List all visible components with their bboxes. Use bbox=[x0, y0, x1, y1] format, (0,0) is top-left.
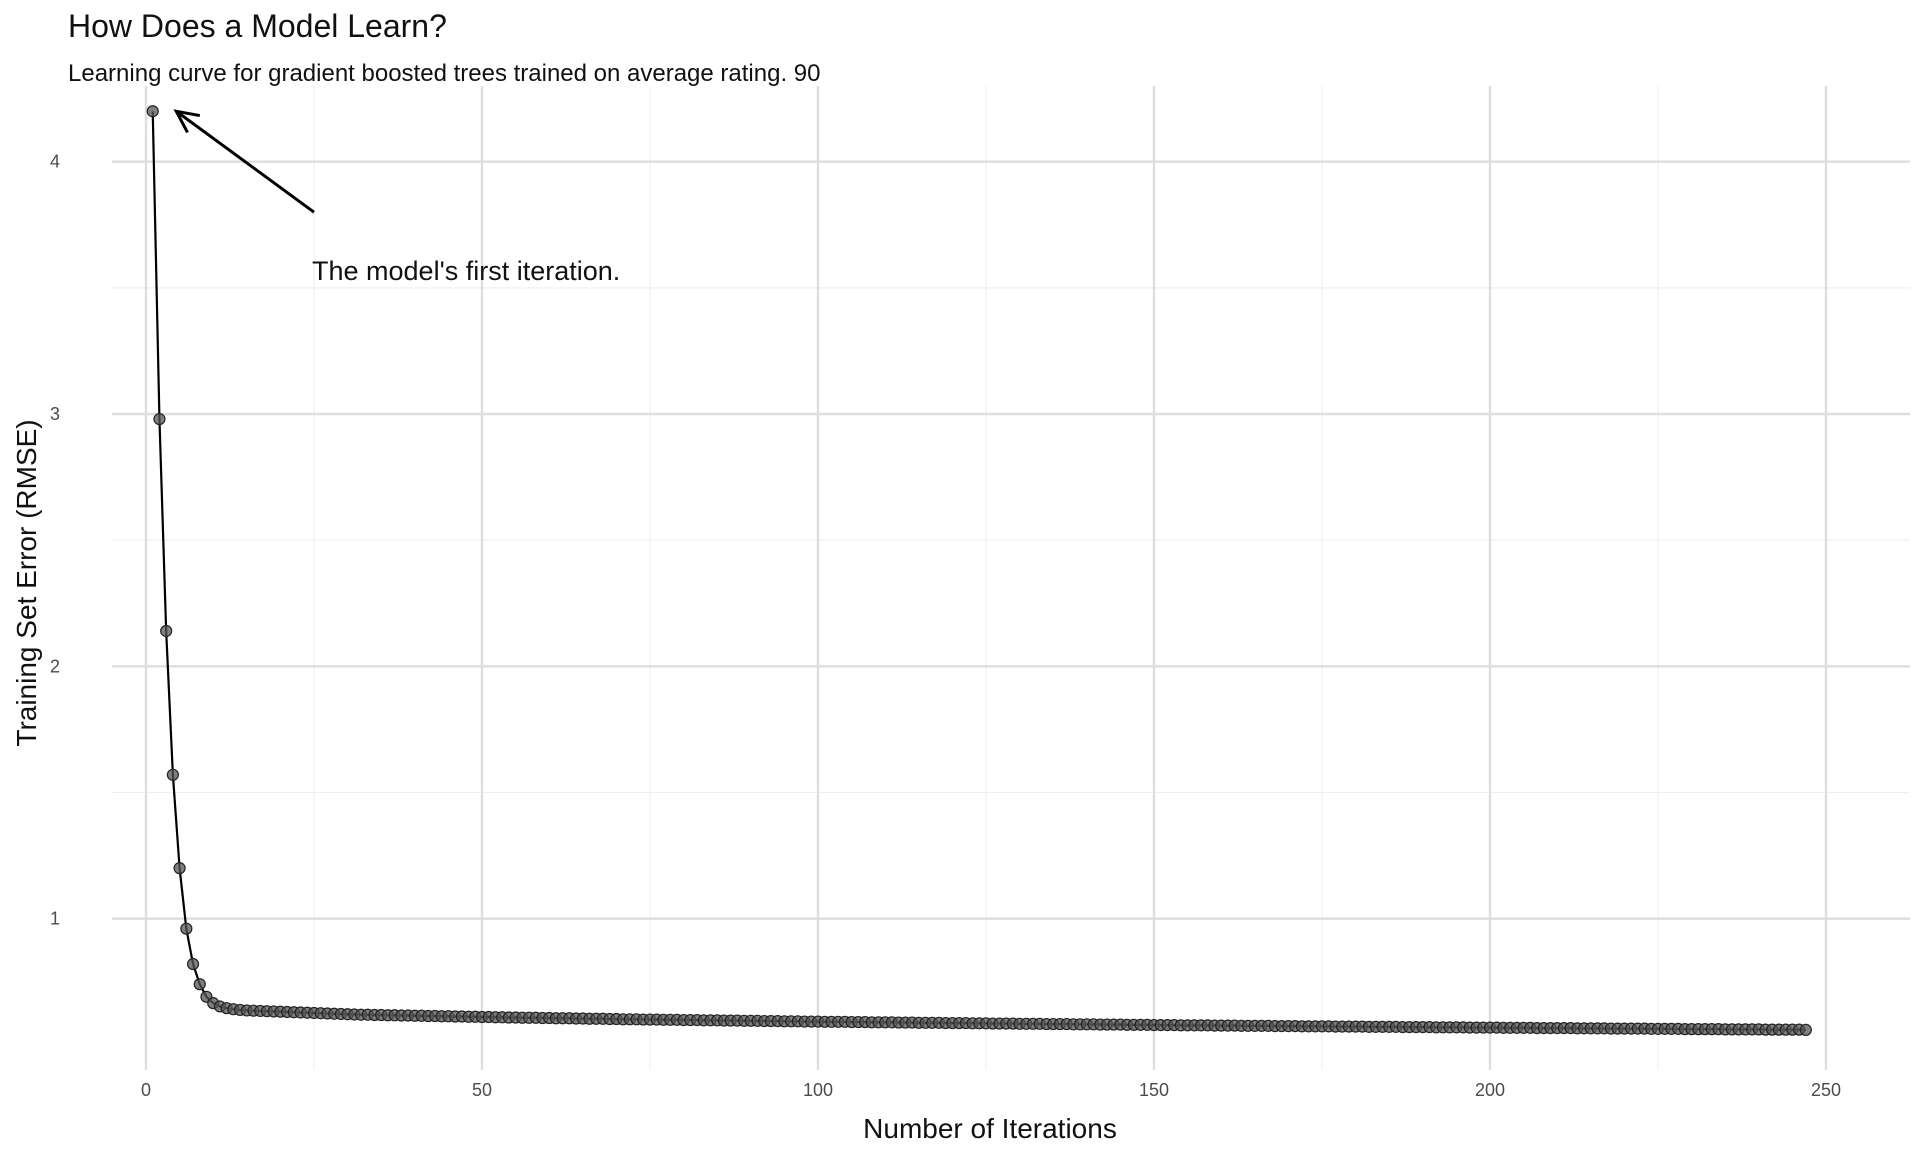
y-tick-label: 3 bbox=[50, 404, 60, 424]
y-axis-title: Training Set Error (RMSE) bbox=[11, 419, 42, 746]
data-point bbox=[153, 412, 166, 426]
data-point bbox=[160, 624, 173, 638]
y-tick-label: 1 bbox=[50, 909, 60, 929]
y-tick-labels: 1 2 3 4 bbox=[50, 152, 60, 929]
annotation-arrow-shaft bbox=[175, 110, 315, 214]
x-tick-label: 100 bbox=[803, 1080, 833, 1100]
data-point bbox=[166, 768, 179, 781]
annotations: The model's first iteration. bbox=[173, 109, 620, 286]
chart-subtitle: Learning curve for gradient boosted tree… bbox=[68, 60, 821, 87]
chart-title: How Does a Model Learn? bbox=[68, 8, 447, 44]
x-tick-label: 50 bbox=[472, 1080, 492, 1100]
data-point bbox=[146, 105, 159, 118]
x-tick-label: 150 bbox=[1139, 1080, 1169, 1100]
y-tick-label: 4 bbox=[50, 152, 60, 172]
data-point bbox=[1799, 1023, 1812, 1036]
grid-lines bbox=[112, 86, 1910, 1070]
data-point bbox=[173, 862, 186, 875]
x-tick-label: 0 bbox=[141, 1080, 151, 1100]
data-point bbox=[186, 957, 200, 971]
x-axis-title: Number of Iterations bbox=[863, 1113, 1117, 1144]
x-tick-label: 200 bbox=[1475, 1080, 1505, 1100]
y-tick-label: 2 bbox=[50, 656, 60, 676]
annotation-arrow-head bbox=[173, 109, 201, 134]
x-tick-labels: 0 50 100 150 200 250 bbox=[141, 1080, 1841, 1100]
series-points bbox=[146, 105, 1812, 1036]
annotation-label: The model's first iteration. bbox=[312, 256, 620, 286]
data-point bbox=[180, 922, 193, 935]
data-point bbox=[193, 978, 206, 991]
x-tick-label: 250 bbox=[1811, 1080, 1841, 1100]
series-line bbox=[151, 111, 1806, 1031]
